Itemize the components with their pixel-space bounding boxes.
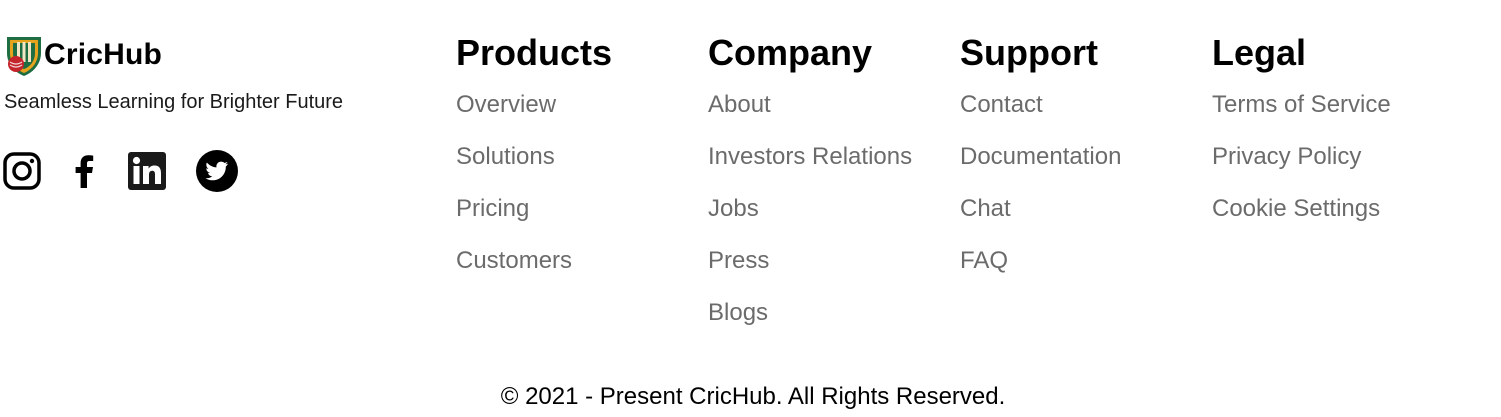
facebook-icon xyxy=(72,151,96,191)
footer-brand: CricHub Seamless Learning for Brighter F… xyxy=(4,32,424,114)
column-heading-legal: Legal xyxy=(1212,32,1307,73)
link-blogs[interactable]: Blogs xyxy=(708,299,769,326)
brand-name: CricHub xyxy=(44,38,163,71)
brand-row[interactable]: CricHub xyxy=(4,32,424,78)
copyright-text: © 2021 - Present CricHub. All Rights Res… xyxy=(500,383,1006,410)
column-heading-products: Products xyxy=(456,32,613,73)
linkedin-icon xyxy=(128,152,166,190)
link-chat[interactable]: Chat xyxy=(960,195,1011,222)
link-about[interactable]: About xyxy=(708,91,771,118)
instagram-link[interactable] xyxy=(2,151,42,191)
link-faq[interactable]: FAQ xyxy=(960,247,1009,274)
link-solutions[interactable]: Solutions xyxy=(456,143,555,170)
cricket-shield-logo-icon xyxy=(4,33,44,77)
linkedin-link[interactable] xyxy=(128,152,166,190)
link-terms-of-service[interactable]: Terms of Service xyxy=(1212,91,1391,118)
link-press[interactable]: Press xyxy=(708,247,770,274)
brand-tagline: Seamless Learning for Brighter Future xyxy=(4,91,344,113)
link-cookie-settings[interactable]: Cookie Settings xyxy=(1212,195,1381,222)
instagram-icon xyxy=(2,151,42,191)
column-heading-support: Support xyxy=(960,32,1098,73)
twitter-icon xyxy=(196,150,238,192)
footer-column-company: Company About Investors Relations Jobs P… xyxy=(708,32,912,349)
link-jobs[interactable]: Jobs xyxy=(708,195,759,222)
footer-column-support: Support Contact Documentation Chat FAQ xyxy=(960,32,1121,297)
link-contact[interactable]: Contact xyxy=(960,91,1043,118)
link-pricing[interactable]: Pricing xyxy=(456,195,530,222)
link-overview[interactable]: Overview xyxy=(456,91,557,118)
link-privacy-policy[interactable]: Privacy Policy xyxy=(1212,143,1362,170)
facebook-link[interactable] xyxy=(72,151,96,191)
footer-column-legal: Legal Terms of Service Privacy Policy Co… xyxy=(1212,32,1391,245)
twitter-link[interactable] xyxy=(196,150,238,192)
social-links xyxy=(2,150,238,192)
link-documentation[interactable]: Documentation xyxy=(960,143,1122,170)
link-investors-relations[interactable]: Investors Relations xyxy=(708,143,913,170)
footer-column-products: Products Overview Solutions Pricing Cust… xyxy=(456,32,612,297)
column-heading-company: Company xyxy=(708,32,873,73)
link-customers[interactable]: Customers xyxy=(456,247,573,274)
